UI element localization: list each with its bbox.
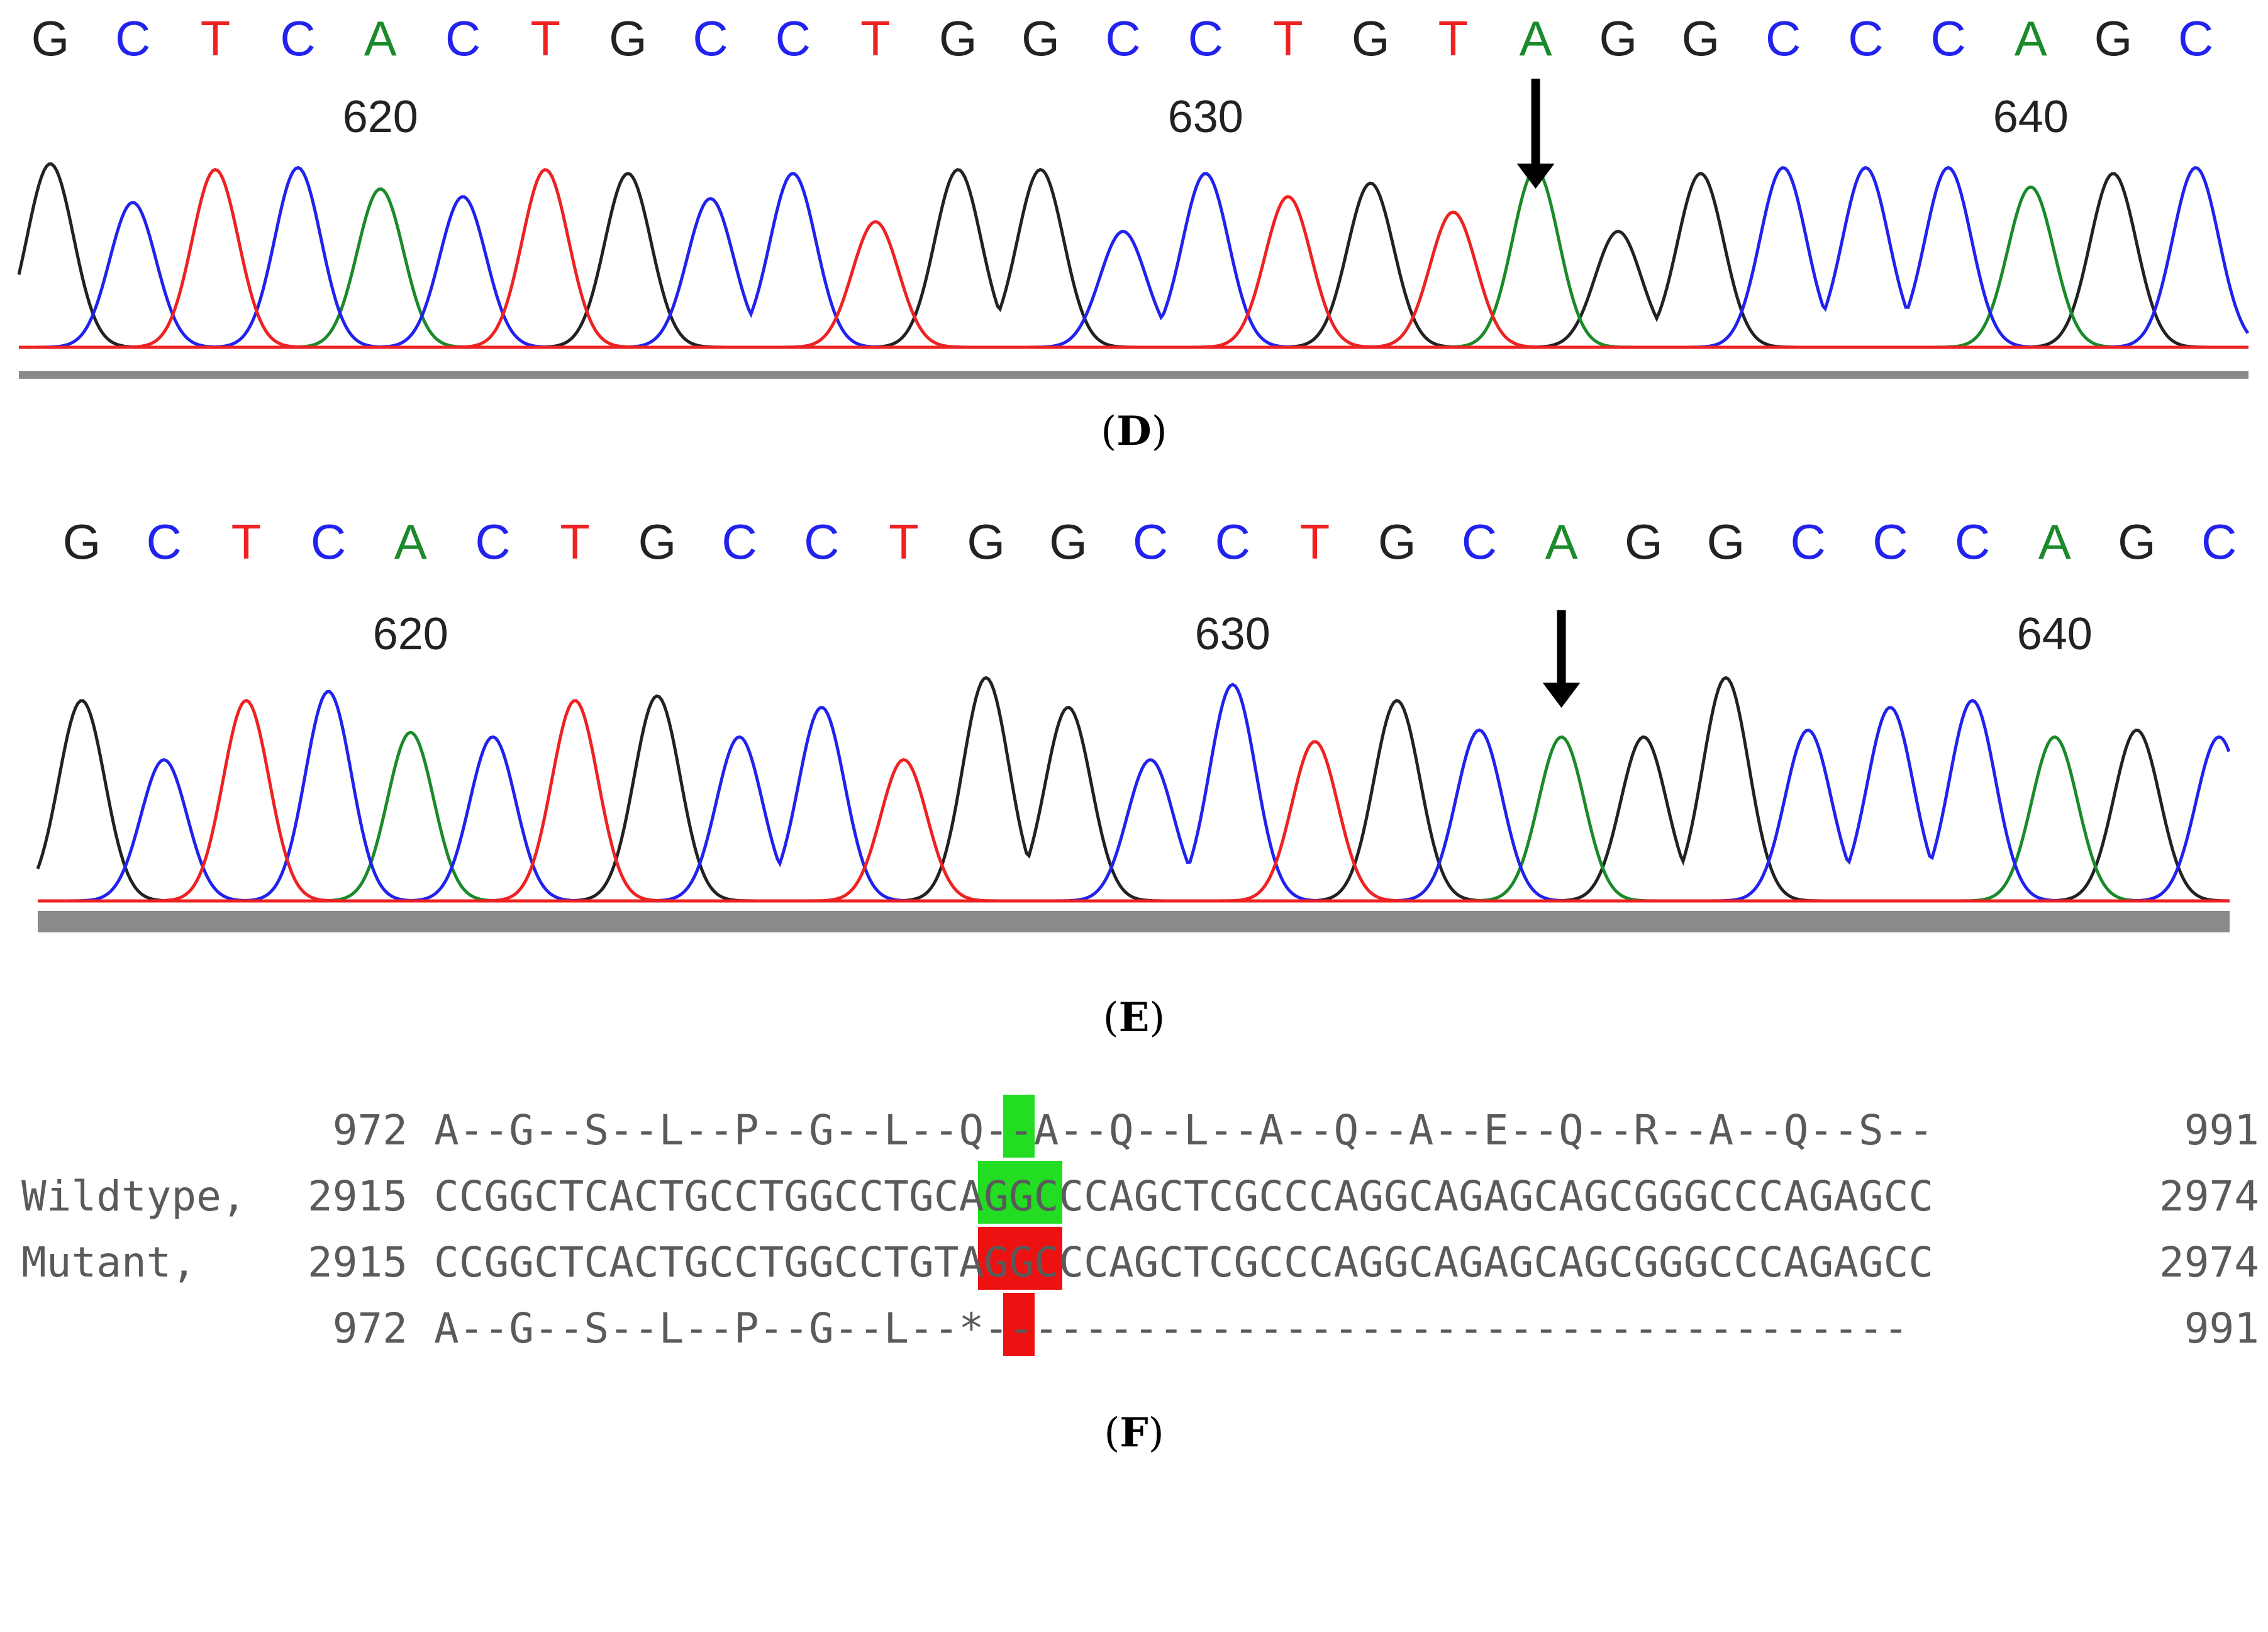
- trace-c: [19, 165, 2250, 349]
- base-call-letter: T: [1273, 11, 1303, 66]
- base-call-letter: C: [147, 514, 182, 569]
- highlight-tag: [978, 1227, 1062, 1290]
- scroll-bar: [38, 911, 2230, 932]
- base-call-letter: C: [1930, 11, 1965, 66]
- alignment-row-protein-wildtype: 972 A--G--S--L--P--G--L--Q--A--Q--L--A--…: [0, 1095, 2268, 1158]
- base-call-letter: A: [364, 11, 397, 66]
- base-call-letter: C: [1462, 514, 1497, 569]
- panel-caption-d: (D): [1101, 408, 1167, 455]
- base-call-letter: T: [530, 11, 560, 66]
- base-call-letter: G: [967, 514, 1005, 569]
- base-call-letter: G: [31, 11, 70, 66]
- panel-caption-f: (F): [1104, 1409, 1164, 1456]
- sequence-alignment: 972 A--G--S--L--P--G--L--Q--A--Q--L--A--…: [0, 1095, 2268, 1384]
- position-label: 620: [343, 92, 418, 142]
- base-call-letter: C: [1848, 11, 1883, 66]
- base-call-letter: C: [1791, 514, 1826, 569]
- base-call-letter: C: [1188, 11, 1223, 66]
- base-call-letter: C: [475, 514, 510, 569]
- trace-t: [19, 167, 2248, 349]
- base-call-letter: C: [775, 11, 811, 66]
- base-call-letter: G: [1352, 11, 1390, 66]
- base-call-letter: A: [2015, 11, 2047, 66]
- position-label: 640: [2017, 609, 2093, 659]
- base-call-letter: G: [1625, 514, 1663, 569]
- base-call-letter: G: [1049, 514, 1087, 569]
- base-call-letter: G: [1378, 514, 1416, 569]
- base-call-letter: C: [804, 514, 839, 569]
- base-call-letter: G: [2118, 514, 2156, 569]
- alignment-row-protein-mutant: 972 A--G--S--L--P--G--L--*--------------…: [0, 1293, 2268, 1356]
- arrow-head-icon: [1542, 683, 1581, 708]
- highlight-cag: [978, 1161, 1062, 1224]
- base-call-letter: T: [860, 11, 891, 66]
- position-label: 620: [373, 609, 448, 659]
- base-call-letter: G: [1021, 11, 1060, 66]
- base-call-letter: A: [1545, 514, 1578, 569]
- alignment-row-wildtype: Wildtype, 2915 CCGGCTCACTGCCTGGCCTGCAGGC…: [0, 1161, 2268, 1224]
- base-call-letter: T: [231, 514, 262, 569]
- base-call-letter: T: [1438, 11, 1469, 66]
- base-call-letter: C: [1955, 514, 1990, 569]
- base-call-letter: G: [939, 11, 977, 66]
- base-call-letter: A: [2038, 514, 2071, 569]
- trace-a: [38, 730, 2229, 903]
- position-label: 630: [1168, 92, 1243, 142]
- base-call-letter: C: [1215, 514, 1250, 569]
- base-call-letter: G: [1599, 11, 1637, 66]
- base-call-letter: C: [115, 11, 150, 66]
- base-call-letter: T: [1300, 514, 1330, 569]
- base-call-letter: C: [721, 514, 757, 569]
- base-call-letter: A: [1520, 11, 1552, 66]
- base-call-letter: C: [2178, 11, 2213, 66]
- highlight-stop: [1003, 1293, 1035, 1356]
- panel-caption-e: (E): [1103, 994, 1165, 1041]
- alignment-row-mutant: Mutant, 2915 CCGGCTCACTGCCTGGCCTGTAGGCCC…: [0, 1227, 2268, 1290]
- base-call-letter: C: [1765, 11, 1801, 66]
- base-call-letter: C: [311, 514, 346, 569]
- base-call-letter: G: [2094, 11, 2133, 66]
- base-call-letter: C: [445, 11, 481, 66]
- scroll-bar: [19, 371, 2249, 379]
- base-call-letter: C: [280, 11, 315, 66]
- base-call-letter: G: [63, 514, 101, 569]
- position-label: 630: [1195, 609, 1270, 659]
- chromatogram-panel-d: G C T C A C T G C C T G G C C T G T A G G C C C A G C 620 630 640: [0, 0, 2268, 453]
- base-call-letter: T: [560, 514, 590, 569]
- base-call-letter: C: [2201, 514, 2237, 569]
- base-call-letter: T: [889, 514, 919, 569]
- position-label: 640: [1993, 92, 2069, 142]
- base-call-letter: G: [1682, 11, 1720, 66]
- base-call-letter: T: [201, 11, 231, 66]
- base-call-letter: G: [638, 514, 677, 569]
- base-call-letter: C: [1872, 514, 1908, 569]
- highlight-q: [1003, 1095, 1035, 1158]
- base-call-letter: C: [692, 11, 728, 66]
- trace-g: [17, 162, 2248, 349]
- trace-c: [38, 683, 2231, 903]
- base-call-letter: C: [1133, 514, 1168, 569]
- arrow-head-icon: [1516, 164, 1555, 189]
- base-call-letter: G: [609, 11, 647, 66]
- base-call-letter: G: [1707, 514, 1745, 569]
- chromatogram-panel-e: G C T C A C T G C C T G G C C T G C A G G C C C A G C 620 630 640: [0, 503, 2268, 994]
- base-call-letter: C: [1105, 11, 1140, 66]
- trace-a: [19, 167, 2248, 349]
- base-call-letter: A: [394, 514, 427, 569]
